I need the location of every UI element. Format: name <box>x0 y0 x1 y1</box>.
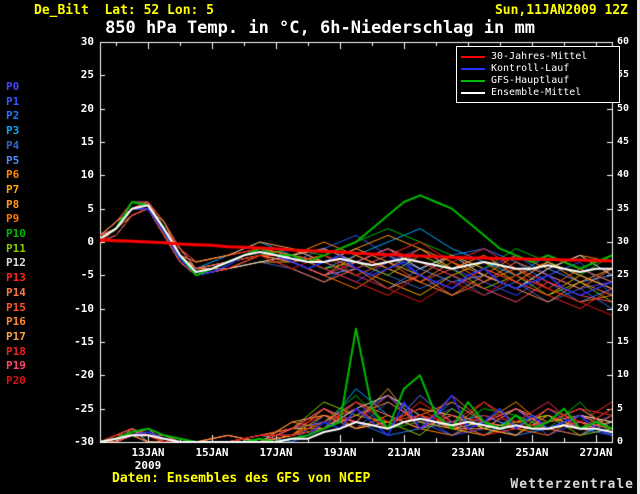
legend-label: GFS-Hauptlauf <box>491 75 570 86</box>
member-label: P2 <box>6 109 20 123</box>
member-label: P11 <box>6 241 26 255</box>
legend-label: 30-Jahres-Mittel <box>491 51 588 62</box>
member-label: P4 <box>6 138 20 152</box>
member-label: P9 <box>6 212 20 226</box>
station-header: De_Bilt Lat: 52 Lon: 5 <box>34 3 215 18</box>
member-label: P8 <box>6 197 20 211</box>
member-label: P10 <box>6 227 26 240</box>
wetterzentrale-brand: Wetterzentrale <box>510 477 634 492</box>
member-label: P18 <box>6 344 26 358</box>
member-label: P3 <box>6 124 20 138</box>
legend-line-swatch <box>461 79 485 82</box>
legend-item: Kontroll-Lauf <box>461 63 615 74</box>
member-label: P1 <box>6 94 20 108</box>
legend-line-swatch <box>461 91 485 94</box>
member-label: P15 <box>6 300 26 314</box>
member-label: P17 <box>6 329 26 343</box>
legend-line-swatch <box>461 67 485 70</box>
run-datetime-header: Sun,11JAN2009 12Z <box>494 3 628 18</box>
legend-item: 30-Jahres-Mittel <box>461 51 615 62</box>
member-label: P19 <box>6 359 26 373</box>
member-label: P7 <box>6 182 20 196</box>
member-label: P14 <box>6 285 26 299</box>
chart-title: 850 hPa Temp. in °C, 6h-Niederschlag in … <box>105 18 535 38</box>
member-label: P6 <box>6 168 20 182</box>
window-edge <box>637 0 640 494</box>
member-label: P0 <box>6 80 20 93</box>
legend-item: Ensemble-Mittel <box>461 87 615 98</box>
legend: 30-Jahres-Mittel Kontroll-Lauf GFS-Hauptla… <box>456 46 620 103</box>
member-label: P5 <box>6 153 20 167</box>
legend-line-swatch <box>461 55 485 58</box>
legend-label: Ensemble-Mittel <box>491 87 582 98</box>
member-label: P20 <box>6 374 26 387</box>
member-label: P13 <box>6 271 26 285</box>
legend-item: GFS-Hauptlauf <box>461 75 615 86</box>
member-label: P12 <box>6 256 26 270</box>
data-source-footer: Daten: Ensembles des GFS von NCEP <box>112 471 371 486</box>
member-label: P16 <box>6 315 26 329</box>
legend-label: Kontroll-Lauf <box>491 63 570 74</box>
